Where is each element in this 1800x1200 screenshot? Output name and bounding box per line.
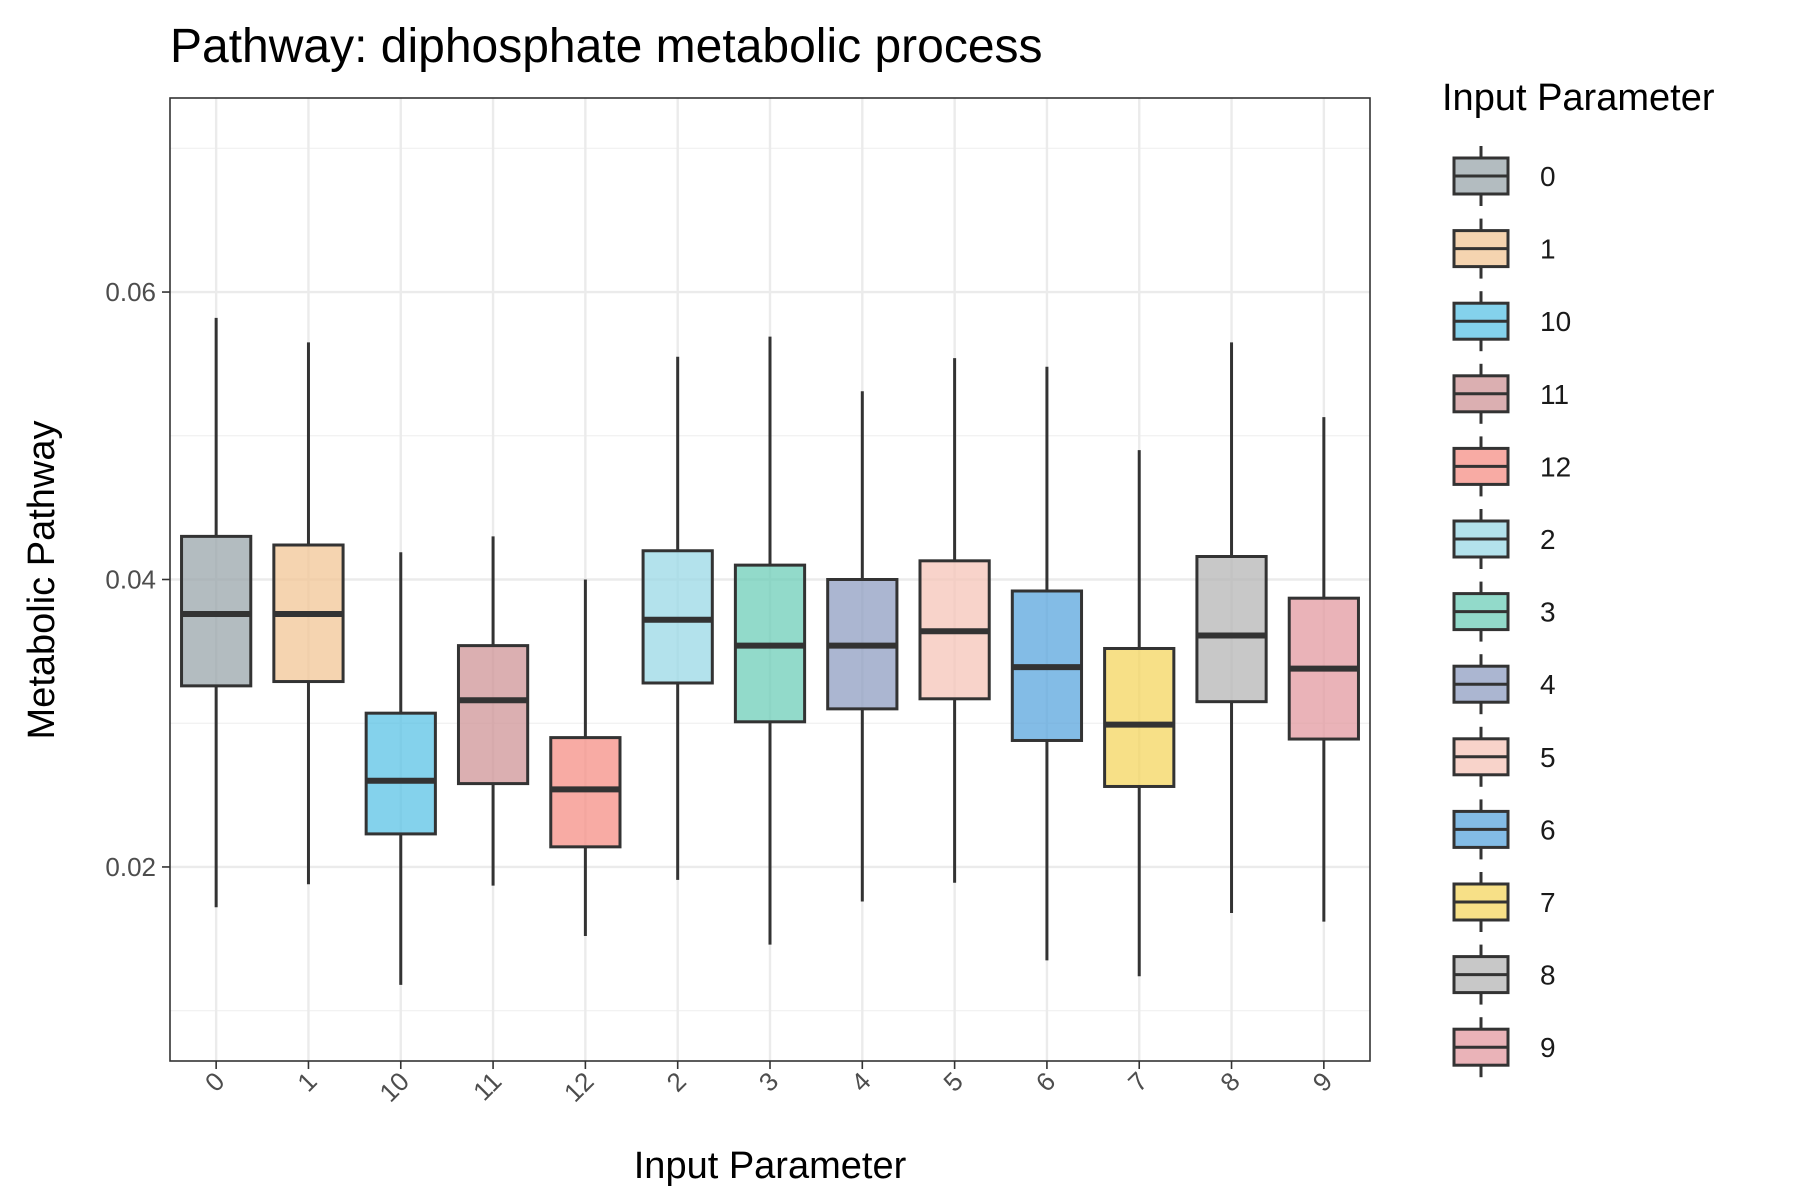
legend-label: 4 — [1540, 669, 1556, 700]
x-tick-label: 5 — [937, 1066, 968, 1097]
x-tick-label: 7 — [1122, 1066, 1153, 1097]
legend-label: 10 — [1540, 306, 1571, 337]
x-tick-label: 3 — [753, 1066, 784, 1097]
legend-label: 1 — [1540, 234, 1556, 265]
box-12 — [549, 579, 622, 936]
box-1 — [272, 342, 345, 885]
legend-label: 9 — [1540, 1032, 1556, 1063]
box-7 — [1103, 450, 1176, 977]
x-tick-label: 12 — [558, 1066, 600, 1108]
legend-item-1: 1 — [1452, 218, 1556, 279]
box-0 — [180, 317, 253, 908]
y-tick-label: 0.06 — [105, 277, 156, 307]
legend-label: 11 — [1540, 379, 1569, 410]
box-body — [1103, 646, 1176, 788]
legend-label: 5 — [1540, 742, 1556, 773]
y-tick-label: 0.02 — [105, 852, 156, 882]
y-axis-title: Metabolic Pathway — [21, 421, 63, 740]
legend-item-8: 8 — [1452, 944, 1556, 1005]
legend-title: Input Parameter — [1442, 77, 1715, 119]
legend-label: 3 — [1540, 597, 1556, 628]
legend-item-6: 6 — [1452, 799, 1556, 860]
box-9 — [1287, 417, 1360, 922]
x-tick-label: 11 — [467, 1066, 507, 1106]
legend-item-11: 11 — [1452, 363, 1569, 424]
box-body — [364, 711, 437, 836]
legend-item-2: 2 — [1452, 509, 1556, 569]
x-tick-label: 10 — [373, 1066, 415, 1108]
x-tick-label: 8 — [1214, 1066, 1245, 1097]
x-axis-title: Input Parameter — [634, 1145, 907, 1187]
box-11 — [456, 536, 530, 886]
y-axis: 0.02 0.04 0.06 — [105, 277, 170, 882]
x-tick-label: 4 — [845, 1066, 876, 1097]
legend-item-10: 10 — [1452, 291, 1571, 352]
legend-label: 0 — [1540, 161, 1556, 192]
legend-item-7: 7 — [1452, 872, 1556, 932]
legend-label: 8 — [1540, 960, 1556, 991]
legend-item-12: 12 — [1452, 436, 1571, 497]
box-5 — [918, 358, 991, 883]
legend-label: 12 — [1540, 451, 1571, 482]
x-tick-label: 6 — [1030, 1066, 1061, 1097]
box-8 — [1195, 342, 1268, 913]
box-body — [1195, 555, 1268, 704]
legend-item-5: 5 — [1452, 726, 1556, 787]
chart-title: Pathway: diphosphate metabolic process — [170, 20, 1043, 73]
legend-item-4: 4 — [1452, 654, 1556, 715]
legend-label: 7 — [1540, 887, 1556, 918]
x-tick-label: 2 — [660, 1066, 691, 1097]
x-tick-label: 9 — [1307, 1066, 1338, 1097]
x-tick-label: 0 — [199, 1066, 230, 1097]
x-axis: 0 1 10 11 12 2 3 4 5 6 7 8 9 — [199, 1061, 1338, 1108]
y-tick-label: 0.04 — [105, 565, 156, 595]
box-6 — [1010, 366, 1084, 961]
legend-item-9: 9 — [1452, 1017, 1556, 1078]
box-10 — [364, 552, 437, 985]
box-3 — [733, 336, 807, 945]
legend-item-3: 3 — [1452, 581, 1556, 642]
legend-label: 2 — [1540, 524, 1556, 555]
x-tick-label: 1 — [291, 1066, 322, 1097]
legend: Input Parameter 0 1 10 11 12 2 3 4 5 6 7 8 9 — [1442, 77, 1715, 1078]
box-body — [456, 644, 530, 786]
box-plots — [180, 317, 1360, 985]
box-4 — [826, 391, 899, 902]
box-2 — [641, 356, 714, 880]
legend-item-0: 0 — [1452, 146, 1556, 206]
legend-label: 6 — [1540, 814, 1556, 845]
